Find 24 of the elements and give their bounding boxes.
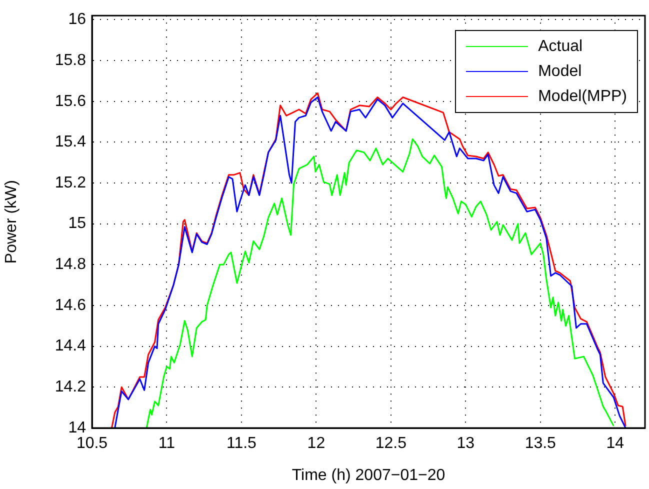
y-tick-label: 15.6 [54,92,86,110]
x-tick-label: 11 [158,435,176,452]
y-tick-label: 15.8 [54,52,86,69]
x-tick-label: 13.5 [524,435,556,452]
x-tick-label: 12.5 [375,435,407,452]
legend-label: Model [538,62,582,82]
y-tick-label: 15.4 [54,134,86,151]
x-tick-label: 10.5 [76,435,108,452]
y-tick-label: 15 [68,215,86,232]
x-tick-label: 14 [606,435,624,452]
x-tick-label: 13 [456,435,475,452]
x-tick-label: 12 [307,435,326,452]
legend-label: Model(MPP) [538,86,627,107]
x-axis-title: Time (h) 2007−01−20 [292,466,446,484]
y-tick-label: 16 [68,11,86,28]
y-tick-label: 14.2 [54,378,86,396]
y-tick-label: 14.8 [54,256,86,274]
y-tick-label: 14.6 [54,296,86,314]
legend-label: Actual [538,36,583,57]
y-tick-label: 14 [68,419,86,436]
y-tick-label: 15.2 [54,174,86,192]
y-axis-title: Power (kW) [3,180,20,264]
x-tick-label: 11.5 [226,435,257,452]
y-tick-label: 14.4 [54,338,86,355]
